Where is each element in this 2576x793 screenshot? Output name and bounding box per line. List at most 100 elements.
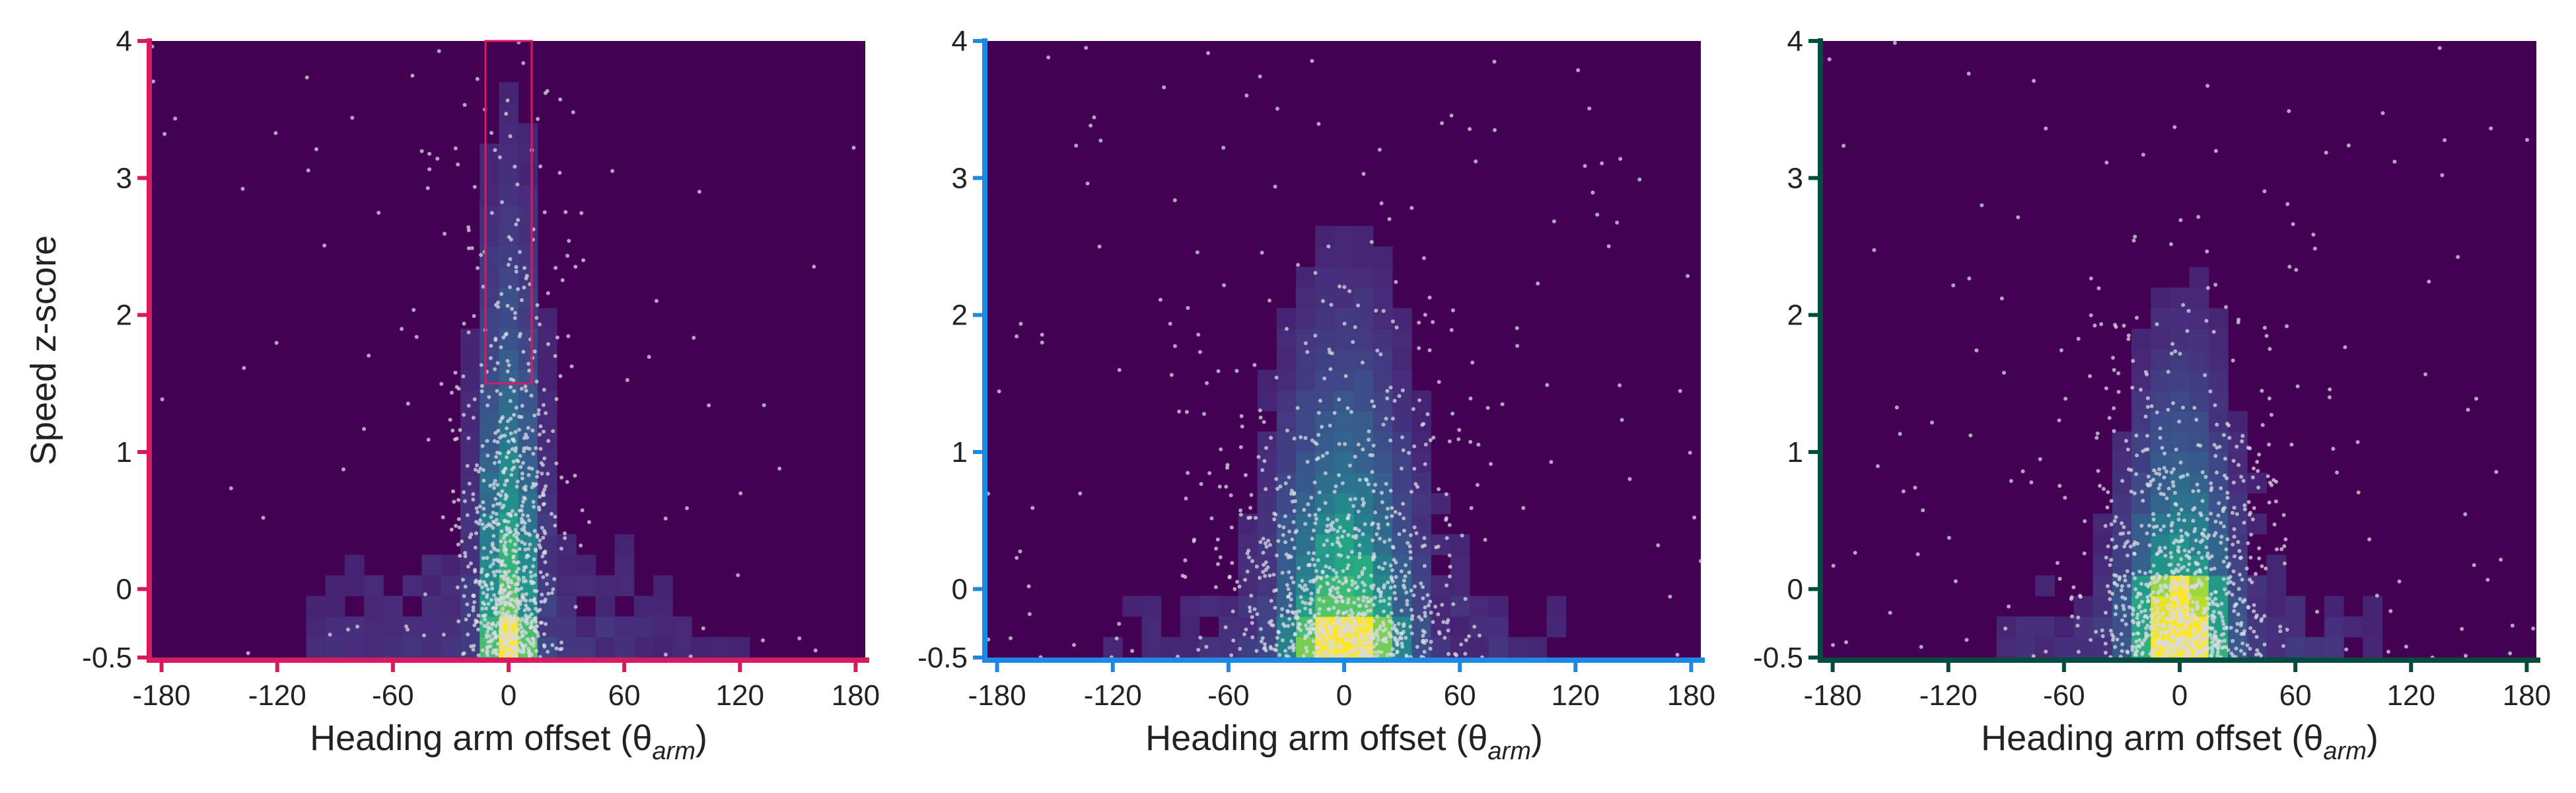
scatter-point — [513, 311, 517, 315]
scatter-point — [1459, 642, 1463, 646]
scatter-point — [558, 374, 562, 378]
scatter-point — [482, 513, 486, 517]
scatter-point — [2112, 406, 2116, 410]
scatter-point — [2166, 513, 2170, 517]
scatter-point — [521, 513, 525, 517]
scatter-point — [552, 577, 556, 581]
scatter-point — [2282, 545, 2286, 548]
scatter-point — [1405, 599, 1409, 603]
heatmap-cell — [2266, 555, 2286, 576]
scatter-point — [246, 651, 250, 655]
scatter-point — [1478, 634, 1482, 638]
scatter-point — [1515, 326, 1519, 330]
scatter-point — [532, 638, 536, 642]
scatter-point — [458, 428, 462, 432]
scatter-point — [1322, 599, 1326, 603]
scatter-point — [587, 520, 591, 524]
scatter-point — [1436, 613, 1440, 617]
scatter-point — [1307, 601, 1311, 605]
scatter-point — [518, 648, 522, 652]
scatter-point — [2140, 600, 2144, 604]
heatmap-cell — [480, 391, 499, 412]
scatter-point — [2144, 582, 2148, 586]
scatter-point — [173, 116, 177, 120]
scatter-point — [523, 497, 527, 501]
scatter-point — [2176, 600, 2180, 604]
scatter-point — [1300, 579, 1304, 583]
heatmap-cell — [1373, 287, 1393, 309]
scatter-point — [1615, 221, 1619, 225]
scatter-point — [1387, 217, 1391, 221]
scatter-point — [1275, 554, 1279, 558]
scatter-point — [1283, 541, 1287, 545]
heatmap-cell — [519, 391, 538, 412]
y-tick-label: 2 — [1787, 299, 1803, 332]
scatter-point — [1289, 555, 1293, 559]
scatter-point — [2255, 460, 2259, 464]
scatter-point — [2169, 583, 2173, 587]
scatter-point — [1287, 475, 1291, 479]
scatter-point — [1268, 574, 1271, 578]
heatmap-cell — [576, 617, 596, 638]
scatter-point — [460, 539, 464, 543]
scatter-point — [506, 580, 510, 584]
scatter-point — [2375, 593, 2379, 597]
scatter-point — [2201, 499, 2205, 503]
scatter-point — [2242, 652, 2246, 656]
heatmap-cell — [1546, 617, 1566, 638]
scatter-point — [2152, 580, 2156, 584]
heatmap-cell — [2247, 513, 2267, 535]
scatter-point — [2219, 521, 2223, 525]
scatter-point — [1185, 410, 1189, 414]
scatter-point — [540, 554, 544, 558]
heatmap-cell — [1334, 391, 1354, 412]
scatter-point — [2123, 574, 2127, 578]
scatter-point — [523, 548, 527, 552]
scatter-point — [1382, 599, 1386, 603]
scatter-point — [1243, 578, 1247, 582]
scatter-point — [2144, 414, 2148, 418]
scatter-point — [1463, 652, 1467, 656]
scatter-point — [1409, 556, 1413, 560]
scatter-point — [2274, 500, 2278, 504]
scatter-point — [2089, 313, 2093, 317]
scatter-point — [1372, 584, 1376, 587]
scatter-point — [2207, 601, 2211, 605]
heatmap-cell — [480, 246, 499, 268]
scatter-point — [1919, 645, 1923, 649]
scatter-point — [2180, 508, 2184, 511]
scatter-point — [2134, 653, 2138, 657]
scatter-point — [2160, 589, 2164, 593]
heatmap-cell — [2112, 493, 2132, 514]
scatter-point — [519, 454, 522, 458]
heatmap-cell — [1450, 534, 1470, 555]
scatter-point — [480, 607, 484, 611]
heatmap-cell — [557, 617, 577, 638]
scatter-point — [510, 467, 514, 471]
scatter-point — [1362, 595, 1366, 599]
scatter-point — [1308, 619, 1312, 623]
scatter-point — [1303, 636, 1307, 640]
scatter-point — [499, 346, 503, 350]
scatter-point — [2109, 628, 2113, 632]
scatter-point — [462, 322, 466, 326]
scatter-point — [1339, 595, 1343, 599]
scatter-point — [1330, 650, 1334, 654]
scatter-point — [1410, 632, 1414, 636]
scatter-point — [448, 418, 452, 422]
scatter-point — [2198, 648, 2202, 652]
heatmap-cell — [1296, 328, 1316, 350]
scatter-point — [494, 597, 498, 601]
scatter-point — [571, 110, 575, 114]
scatter-point — [2223, 587, 2227, 591]
scatter-point — [1186, 471, 1190, 475]
scatter-point — [489, 550, 493, 554]
scatter-point — [2161, 611, 2165, 615]
scatter-point — [1370, 470, 1374, 474]
scatter-point — [1340, 535, 1344, 539]
scatter-point — [2163, 644, 2166, 648]
scatter-point — [482, 478, 485, 482]
heatmap-cell — [538, 391, 557, 412]
scatter-point — [558, 648, 562, 652]
heatmap-cell — [2170, 493, 2190, 514]
